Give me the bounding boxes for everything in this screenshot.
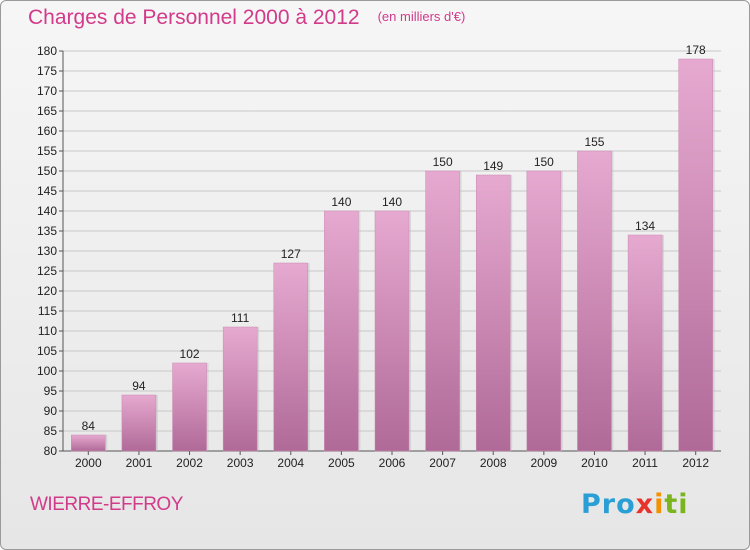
chart-subtitle: (en milliers d'€) xyxy=(377,9,466,24)
y-tick-label: 165 xyxy=(37,104,57,118)
chart-title-text: Charges de Personnel 2000 à 2012 xyxy=(28,6,360,29)
bar-value-label: 150 xyxy=(433,155,453,169)
y-tick-label: 100 xyxy=(37,364,57,378)
x-tick-label: 2012 xyxy=(682,456,709,470)
x-tick-label: 2001 xyxy=(126,456,153,470)
proxiti-logo[interactable]: Proxiti xyxy=(581,489,689,520)
y-tick-label: 120 xyxy=(37,284,57,298)
bar-value-label: 140 xyxy=(331,195,351,209)
x-tick-label: 2006 xyxy=(379,456,406,470)
x-tick-label: 2004 xyxy=(277,456,304,470)
bar-value-label: 155 xyxy=(584,135,604,149)
y-tick-label: 80 xyxy=(44,444,58,458)
y-tick-label: 135 xyxy=(37,224,57,238)
bar xyxy=(273,262,309,452)
bar xyxy=(324,210,359,452)
bar xyxy=(678,58,713,452)
bar-value-label: 150 xyxy=(534,155,554,169)
y-tick-label: 175 xyxy=(37,64,57,78)
bar-value-label: 178 xyxy=(686,43,706,57)
x-tick-label: 2007 xyxy=(429,456,456,470)
y-tick-label: 155 xyxy=(37,144,57,158)
chart-bars xyxy=(71,58,715,452)
x-tick-label: 2005 xyxy=(328,456,355,470)
bar xyxy=(71,434,106,452)
y-tick-label: 130 xyxy=(37,244,57,258)
x-tick-label: 2000 xyxy=(75,456,102,470)
bar-value-label: 127 xyxy=(281,247,301,261)
y-tick-label: 145 xyxy=(37,184,57,198)
bar-value-label: 149 xyxy=(483,159,503,173)
x-tick-label: 2010 xyxy=(581,456,608,470)
bar xyxy=(374,210,410,452)
y-tick-label: 115 xyxy=(38,304,57,318)
y-tick-label: 110 xyxy=(38,324,57,338)
y-tick-label: 125 xyxy=(37,264,57,278)
x-tick-label: 2011 xyxy=(632,456,658,470)
x-tick-label: 2002 xyxy=(176,456,203,470)
bar-value-label: 111 xyxy=(231,311,250,325)
bar xyxy=(526,170,562,452)
chart-labels: 80 85 90 95 100 105 110 115 120 125 130 135 140 145 15… xyxy=(37,43,709,470)
bar xyxy=(425,170,460,452)
bar xyxy=(121,394,157,452)
y-tick-label: 170 xyxy=(37,84,57,98)
y-tick-label: 150 xyxy=(37,164,57,178)
chart-title: Charges de Personnel 2000 à 2012 (en mill… xyxy=(28,6,465,30)
x-tick-label: 2008 xyxy=(480,456,507,470)
y-tick-label: 90 xyxy=(44,404,58,418)
y-tick-label: 140 xyxy=(37,204,57,218)
y-tick-label: 105 xyxy=(37,344,57,358)
bar-value-label: 84 xyxy=(82,419,96,433)
bar-value-label: 134 xyxy=(635,219,655,233)
bar xyxy=(172,362,207,452)
y-tick-label: 180 xyxy=(37,44,57,58)
y-tick-label: 95 xyxy=(44,384,58,398)
bar-value-label: 140 xyxy=(382,195,402,209)
bar xyxy=(222,326,258,452)
bar xyxy=(475,174,511,452)
bar-value-label: 94 xyxy=(132,379,146,393)
town-name: WIERRE-EFFROY xyxy=(30,494,183,515)
y-tick-label: 160 xyxy=(37,124,57,138)
y-tick-label: 85 xyxy=(44,424,58,438)
bar-value-label: 102 xyxy=(180,347,200,361)
bar xyxy=(627,234,663,452)
bar xyxy=(577,150,612,452)
x-tick-label: 2009 xyxy=(530,456,557,470)
x-tick-label: 2003 xyxy=(227,456,254,470)
